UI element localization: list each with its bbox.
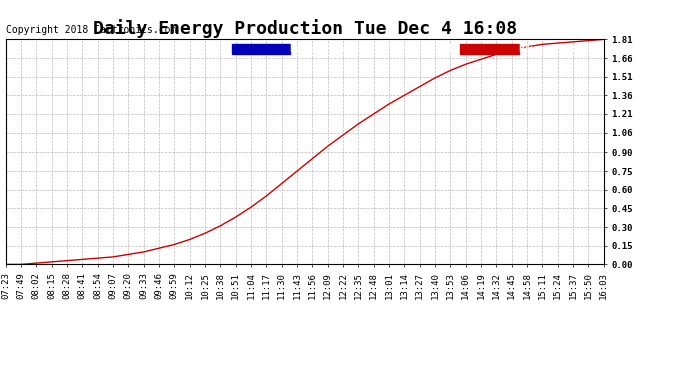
Title: Daily Energy Production Tue Dec 4 16:08: Daily Energy Production Tue Dec 4 16:08: [92, 19, 517, 38]
Text: Copyright 2018 Cartronics.com: Copyright 2018 Cartronics.com: [6, 25, 176, 35]
Legend: Power Produced OffPeak  (kWh), Power Produced OnPeak  (kWh): Power Produced OffPeak (kWh), Power Prod…: [232, 44, 683, 54]
